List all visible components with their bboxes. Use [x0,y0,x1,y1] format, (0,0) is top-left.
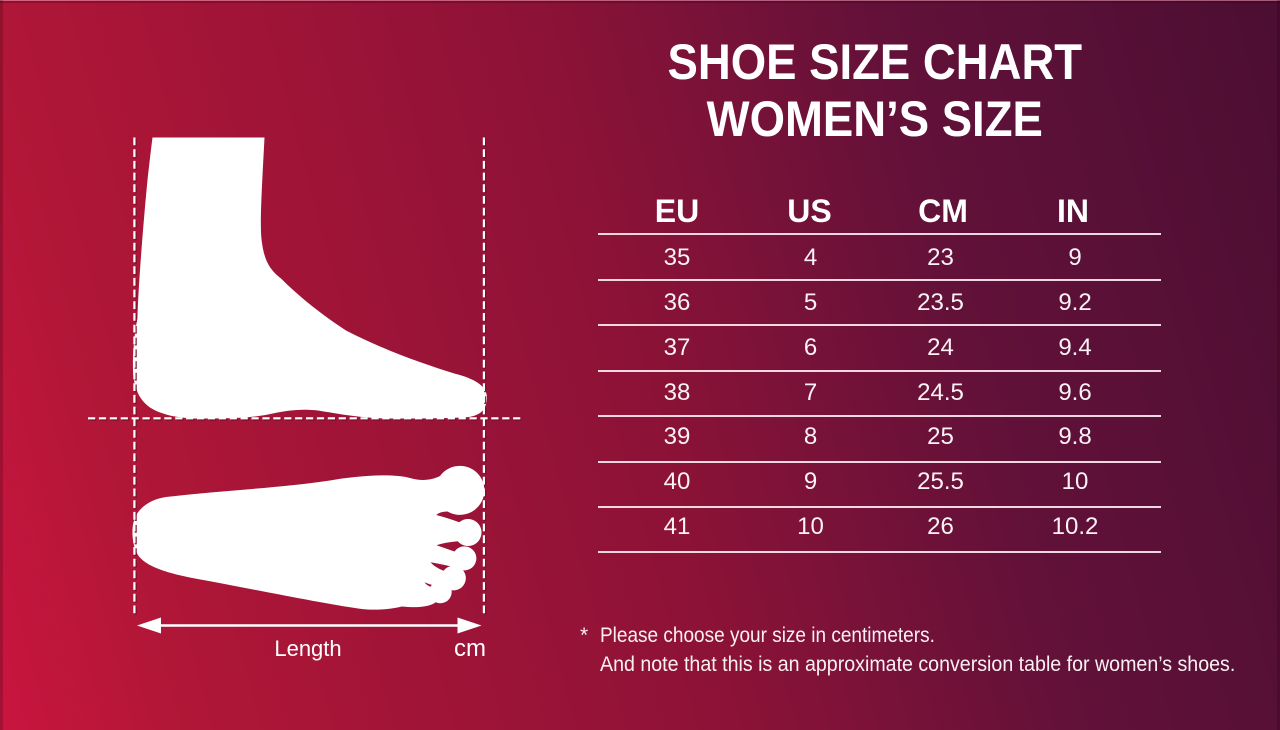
svg-text:cm: cm [454,635,486,662]
svg-text:Length: Length [274,636,341,661]
